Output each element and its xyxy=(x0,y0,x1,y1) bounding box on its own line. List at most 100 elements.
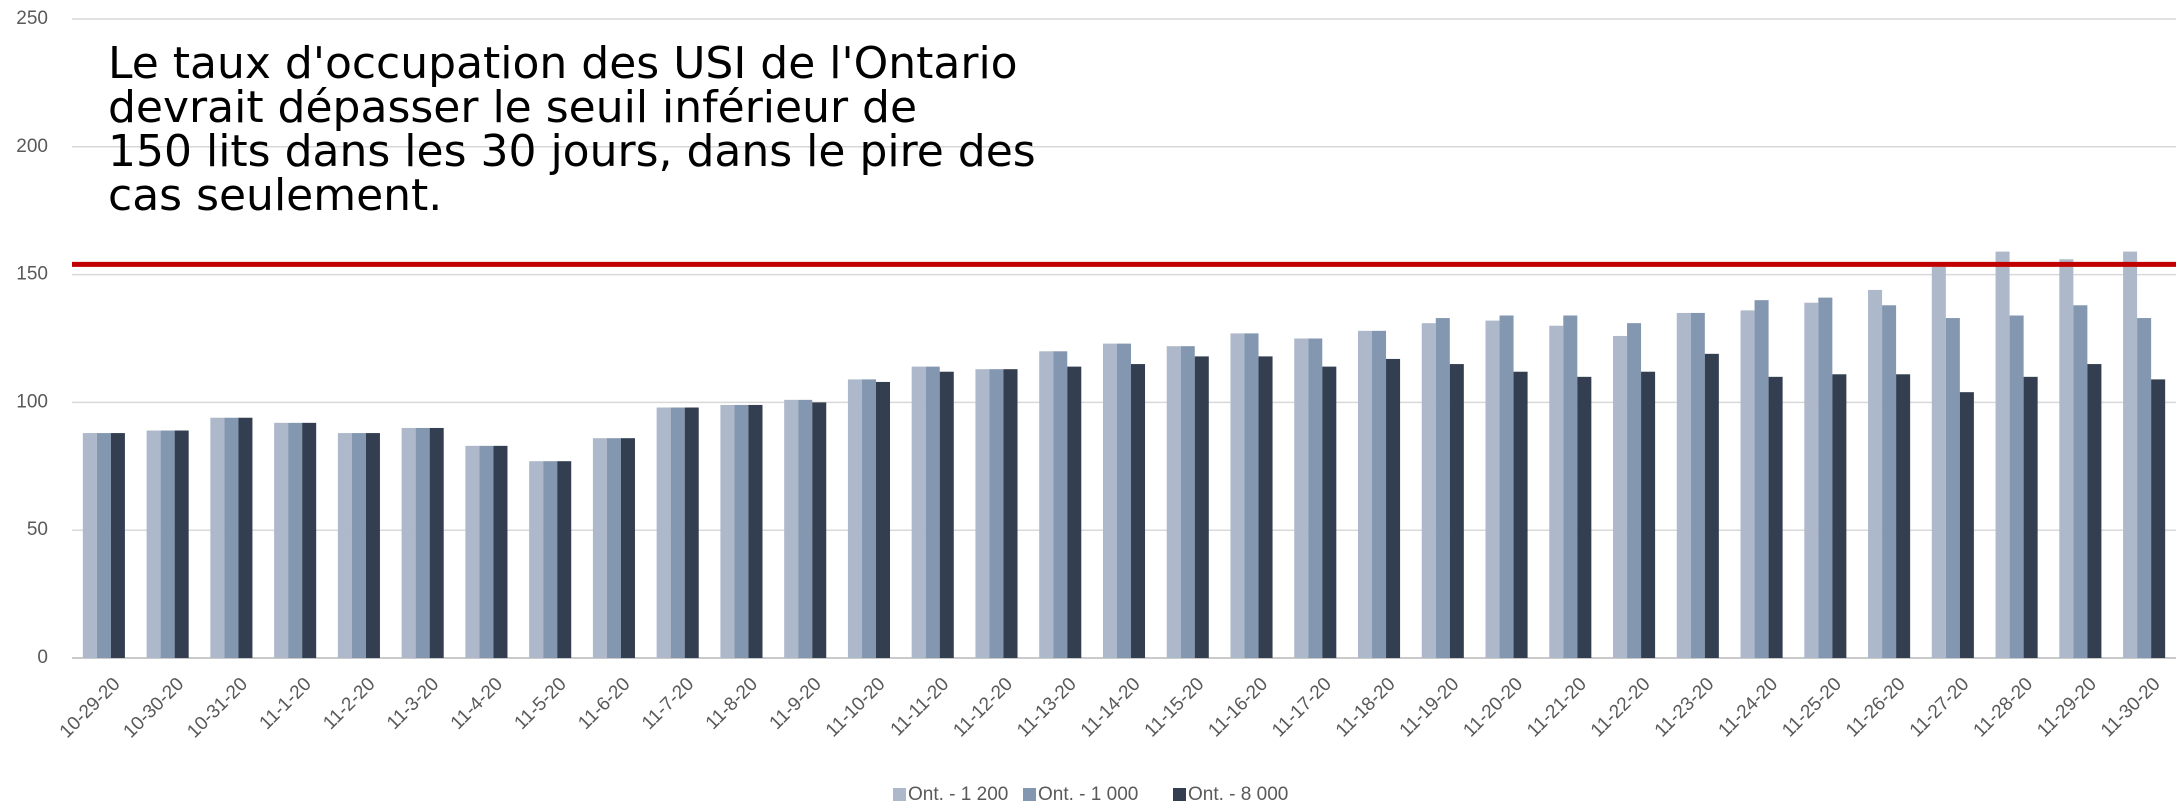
x-tick-label: 11-7-20 xyxy=(638,674,698,734)
bar xyxy=(684,407,699,658)
bar xyxy=(748,404,763,658)
annotation: Le taux d'occupation des USI de l'Ontari… xyxy=(108,38,1018,89)
bar xyxy=(875,381,891,658)
x-tick-label: 11-27-20 xyxy=(1906,674,1974,742)
bar xyxy=(465,445,480,658)
bar xyxy=(401,427,416,658)
x-tick-label: 11-16-20 xyxy=(1204,674,1272,742)
legend-swatch xyxy=(1173,788,1186,801)
bar xyxy=(1613,335,1628,658)
bar xyxy=(1513,371,1528,658)
y-tick-label: 100 xyxy=(16,391,48,412)
x-tick-label: 11-4-20 xyxy=(447,674,507,734)
bar xyxy=(174,430,189,658)
bar xyxy=(1102,343,1117,658)
bar xyxy=(1690,312,1705,658)
bar xyxy=(606,438,621,658)
bar xyxy=(1499,315,1514,658)
bar xyxy=(1421,323,1436,658)
bar xyxy=(82,433,97,658)
bar xyxy=(1258,356,1273,658)
bar xyxy=(1818,297,1833,658)
bar xyxy=(1180,346,1195,658)
bar xyxy=(656,407,671,658)
bar xyxy=(1641,371,1656,658)
bar xyxy=(1704,353,1719,658)
bar xyxy=(1485,320,1500,658)
y-tick-label: 200 xyxy=(16,136,48,157)
bar xyxy=(1230,333,1245,658)
x-tick-label: 11-18-20 xyxy=(1332,674,1400,742)
bar xyxy=(2023,376,2038,658)
x-tick-label: 11-30-20 xyxy=(2097,674,2165,742)
x-tick-label: 10-30-20 xyxy=(120,674,189,743)
bar xyxy=(238,417,253,658)
bar xyxy=(1882,305,1897,658)
y-tick-label: 0 xyxy=(37,647,48,668)
annotation: 150 lits dans les 30 jours, dans le pire… xyxy=(108,126,1036,177)
bar xyxy=(1549,325,1564,658)
x-tick-label: 11-20-20 xyxy=(1459,674,1527,742)
bar xyxy=(1039,351,1054,658)
bar xyxy=(1832,374,1847,658)
x-tick-label: 11-26-20 xyxy=(1842,674,1910,742)
x-tick-label: 11-1-20 xyxy=(256,674,316,734)
bar xyxy=(989,369,1004,658)
bar xyxy=(302,422,317,658)
bar xyxy=(351,433,366,658)
x-tick-label: 11-23-20 xyxy=(1651,674,1719,742)
bar xyxy=(1357,330,1373,658)
bar xyxy=(1053,351,1068,658)
x-tick-label: 11-3-20 xyxy=(383,674,443,734)
x-tick-label: 11-8-20 xyxy=(702,674,762,734)
bar xyxy=(1740,310,1755,658)
bar xyxy=(479,445,494,658)
bar xyxy=(847,379,862,658)
bar xyxy=(1449,364,1464,658)
bar xyxy=(1995,251,2010,658)
x-tick-label: 11-6-20 xyxy=(574,674,634,734)
bar xyxy=(1931,266,1946,658)
bar xyxy=(2087,364,2102,658)
bar xyxy=(1308,338,1323,658)
bar xyxy=(1945,318,1960,658)
bar xyxy=(274,422,289,658)
bar xyxy=(975,369,990,658)
x-tick-label: 11-29-20 xyxy=(2033,674,2101,742)
annotation: cas seulement. xyxy=(108,170,442,221)
bar xyxy=(1322,366,1337,658)
bar xyxy=(1067,366,1082,658)
bar xyxy=(429,427,444,658)
y-tick-label: 250 xyxy=(16,8,48,29)
x-tick-label: 11-10-20 xyxy=(822,674,890,742)
x-tick-label: 11-21-20 xyxy=(1523,674,1591,742)
bar xyxy=(2151,379,2166,658)
bar xyxy=(365,433,380,658)
y-tick-label: 50 xyxy=(27,519,48,540)
bar xyxy=(1244,333,1259,658)
bar xyxy=(798,399,813,658)
bar xyxy=(2123,251,2138,658)
bar xyxy=(160,430,175,658)
y-tick-label: 150 xyxy=(16,264,48,285)
bar xyxy=(1868,289,1883,658)
x-tick-label: 11-15-20 xyxy=(1141,674,1209,742)
bar xyxy=(415,427,430,658)
bar xyxy=(670,407,685,658)
bar xyxy=(592,438,607,658)
bar xyxy=(925,366,940,658)
x-tick-label: 11-28-20 xyxy=(1970,674,2038,742)
bar xyxy=(1435,318,1450,658)
bar xyxy=(1166,346,1181,658)
bar xyxy=(2137,318,2152,658)
bar xyxy=(1003,369,1018,658)
bar xyxy=(557,461,572,658)
bar xyxy=(1627,323,1642,658)
bar xyxy=(96,433,111,658)
bar xyxy=(110,433,125,658)
legend-label: Ont. - 1 200 xyxy=(908,784,1008,805)
bar xyxy=(2009,315,2024,658)
x-tick-label: 11-19-20 xyxy=(1396,674,1464,742)
bar xyxy=(1676,312,1691,658)
bar xyxy=(1372,330,1387,658)
